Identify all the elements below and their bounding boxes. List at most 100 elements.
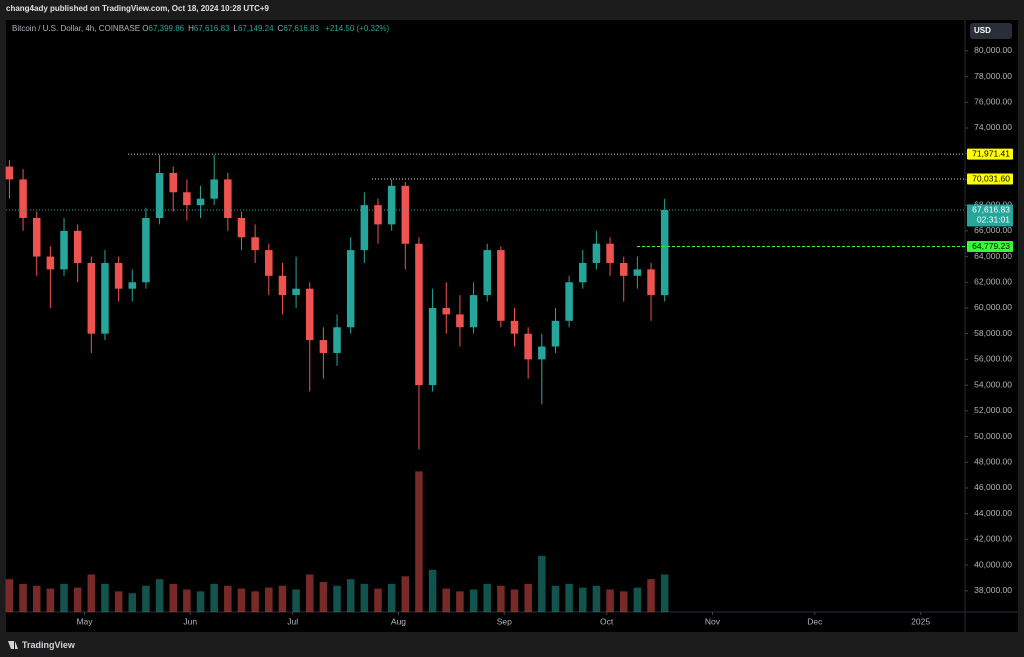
y-tick-label: 58,000.00 bbox=[974, 328, 1012, 338]
candle-body bbox=[633, 269, 642, 276]
volume-bar bbox=[497, 585, 505, 612]
volume-bar bbox=[46, 588, 55, 612]
legend-value: 67,616.83 bbox=[283, 24, 319, 33]
candle-body bbox=[87, 262, 96, 334]
candle-body bbox=[592, 243, 601, 263]
candle-body bbox=[142, 217, 150, 283]
y-tick-label: 68,000.00 bbox=[974, 199, 1012, 209]
x-tick-label: Dec bbox=[807, 616, 823, 626]
x-tick-label: Nov bbox=[705, 616, 721, 626]
volume-bar bbox=[60, 583, 68, 612]
candle-body bbox=[415, 243, 423, 386]
candle-body bbox=[305, 288, 314, 341]
volume-bar bbox=[483, 583, 491, 612]
legend: Bitcoin / U.S. Dollar, 4h, COINBASE O67,… bbox=[12, 24, 393, 33]
candle-body bbox=[647, 269, 655, 296]
candle-body bbox=[401, 185, 410, 244]
volume-bar bbox=[210, 583, 218, 612]
candle-body bbox=[387, 185, 396, 225]
candle-body bbox=[128, 282, 137, 289]
volume-bar bbox=[265, 587, 273, 612]
brand: TradingView bbox=[22, 640, 75, 650]
candle-body bbox=[169, 172, 177, 193]
candle-body bbox=[101, 262, 109, 334]
y-tick-label: 78,000.00 bbox=[974, 71, 1012, 81]
candle-body bbox=[579, 262, 587, 283]
level-label-box bbox=[967, 173, 1013, 185]
volume-bar bbox=[401, 576, 410, 612]
level-label: 64,779.23 bbox=[972, 241, 1010, 251]
symbol: Bitcoin / U.S. Dollar, 4h, COINBASE bbox=[12, 24, 141, 33]
candle-body bbox=[428, 307, 437, 386]
volume-bar bbox=[224, 585, 232, 612]
volume-bar bbox=[538, 555, 546, 612]
candle-body bbox=[619, 262, 628, 276]
y-tick-label: 66,000.00 bbox=[974, 225, 1012, 235]
candle-body bbox=[265, 250, 273, 276]
y-tick-label: 38,000.00 bbox=[974, 585, 1012, 595]
level-label-box bbox=[967, 148, 1013, 160]
logo bbox=[8, 641, 18, 649]
candle-body bbox=[469, 295, 478, 328]
y-tick-label: 46,000.00 bbox=[974, 482, 1012, 492]
volume-bar bbox=[374, 588, 382, 612]
volume-bar bbox=[278, 585, 287, 612]
price-axis bbox=[965, 20, 1018, 632]
y-tick-label: 48,000.00 bbox=[974, 456, 1012, 466]
y-tick-label: 56,000.00 bbox=[974, 354, 1012, 364]
y-tick-label: 54,000.00 bbox=[974, 379, 1012, 389]
volume-bar bbox=[428, 569, 437, 612]
change: +214.50 (+0.32%) bbox=[325, 24, 390, 33]
currency-button[interactable]: USD bbox=[970, 23, 1012, 39]
legend-key: O bbox=[142, 24, 149, 33]
x-tick-label: Aug bbox=[391, 616, 406, 626]
x-tick-label: Jun bbox=[183, 616, 197, 626]
chart-pane bbox=[6, 20, 965, 612]
candle-body bbox=[374, 205, 382, 225]
published-note: chang4ady published on TradingView.com, … bbox=[6, 4, 269, 13]
volume-bar bbox=[5, 579, 14, 612]
volume-bar bbox=[142, 585, 150, 612]
x-tick-label: Sep bbox=[497, 616, 512, 626]
candle-body bbox=[456, 314, 464, 328]
candle-body bbox=[292, 288, 300, 296]
volume-bar bbox=[510, 589, 519, 612]
candle-body bbox=[19, 179, 27, 218]
legend-key: H bbox=[188, 24, 194, 33]
level-label-box bbox=[967, 204, 1013, 227]
volume-bar bbox=[319, 582, 328, 612]
y-tick-label: 52,000.00 bbox=[974, 405, 1012, 415]
y-tick-label: 80,000.00 bbox=[974, 45, 1012, 55]
candle-body bbox=[360, 205, 369, 251]
x-tick-label: Oct bbox=[600, 616, 614, 626]
volume-bar bbox=[524, 583, 532, 612]
candle-body bbox=[606, 243, 614, 263]
volume-bar bbox=[32, 585, 41, 612]
volume-bar bbox=[346, 579, 355, 612]
legend-key: C bbox=[277, 24, 284, 33]
legend-value: 67,149.24 bbox=[237, 24, 274, 33]
candle-body bbox=[251, 237, 259, 251]
volume-bar bbox=[183, 589, 191, 612]
candle-body bbox=[32, 217, 41, 257]
candle-body bbox=[114, 262, 123, 289]
legend-value: 67,616.83 bbox=[193, 24, 230, 33]
x-tick-label: May bbox=[76, 616, 93, 626]
volume-bar bbox=[114, 591, 123, 612]
candle-body bbox=[155, 172, 164, 218]
level-label-box bbox=[967, 241, 1013, 253]
volume-bar bbox=[565, 583, 573, 612]
volume-bar bbox=[196, 591, 205, 612]
volume-bar bbox=[73, 587, 82, 612]
level-label: 67,616.83 bbox=[972, 204, 1010, 214]
y-tick-label: 40,000.00 bbox=[974, 559, 1012, 569]
legend-value: 67,399.86 bbox=[148, 24, 185, 33]
volume-bar bbox=[333, 585, 341, 612]
candle-body bbox=[333, 327, 341, 353]
volume-bar bbox=[387, 583, 396, 612]
y-tick-label: 50,000.00 bbox=[974, 431, 1012, 441]
candle-body bbox=[442, 307, 451, 315]
x-tick-label: 2025 bbox=[911, 616, 930, 626]
candle-body bbox=[497, 250, 505, 321]
